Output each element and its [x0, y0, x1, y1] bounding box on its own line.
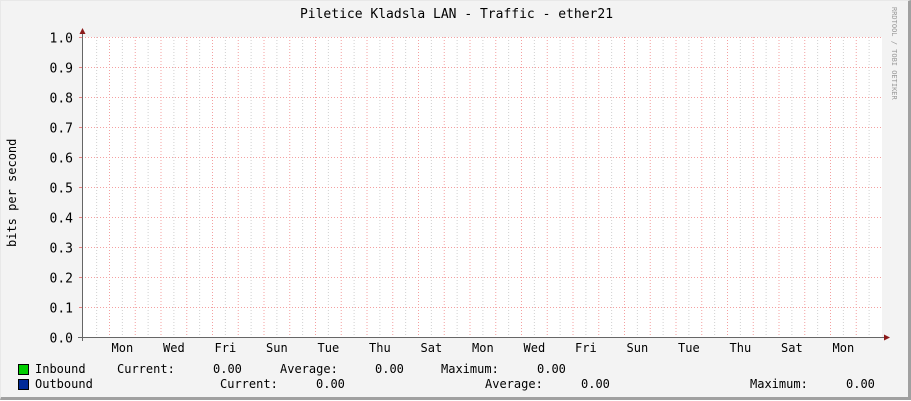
y-tick-label: 0.9 [50, 62, 73, 77]
y-axis-label: bits per second [5, 138, 19, 247]
x-tick-label: Tue [318, 341, 340, 355]
x-tick-label: Sat [421, 341, 443, 355]
y-axis-arrow [79, 28, 86, 34]
x-tick-label: Wed [524, 341, 546, 355]
y-tick-label: 0.8 [50, 92, 73, 107]
y-tick-label: 0.5 [50, 182, 73, 197]
outbound-average-label: Average: [485, 377, 543, 391]
x-tick-label: Sun [627, 341, 649, 355]
outbound-current: 0.00 [316, 377, 345, 391]
outbound-swatch [18, 379, 29, 390]
inbound-maximum: 0.00 [537, 362, 566, 376]
x-tick-label: Fri [215, 341, 237, 355]
x-tick-label: Sat [781, 341, 803, 355]
y-tick-label: 0.3 [50, 242, 73, 257]
chart-title: Piletice Kladsla LAN - Traffic - ether21 [299, 7, 614, 22]
x-tick-label: Mon [472, 341, 494, 355]
y-tick-label: 0.7 [50, 122, 73, 137]
inbound-current-label: Current: [117, 362, 175, 376]
inbound-average: 0.00 [375, 362, 404, 376]
y-tick-label: 0.1 [50, 302, 73, 317]
inbound-maximum-label: Maximum: [441, 362, 499, 376]
x-tick-label: Thu [369, 341, 391, 355]
x-axis-arrow [884, 334, 890, 341]
x-tick-label: Mon [112, 341, 134, 355]
x-tick-label: Mon [833, 341, 855, 355]
outbound-current-label: Current: [220, 377, 278, 391]
y-tick-label: 0.6 [50, 152, 73, 167]
outbound-label: Outbound [35, 377, 93, 391]
x-tick-label: Thu [730, 341, 752, 355]
outbound-average: 0.00 [581, 377, 610, 391]
inbound-current: 0.00 [213, 362, 242, 376]
x-tick-label: Fri [575, 341, 597, 355]
inbound-label: Inbound [35, 362, 86, 376]
inbound-average-label: Average: [280, 362, 338, 376]
outbound-maximum-label: Maximum: [750, 377, 808, 391]
outbound-maximum: 0.00 [846, 377, 875, 391]
y-tick-label: 0.2 [50, 272, 73, 287]
inbound-swatch [18, 364, 29, 375]
x-tick-label: Tue [678, 341, 700, 355]
y-tick-label: 0.4 [50, 212, 74, 227]
y-tick-label: 1.0 [50, 32, 73, 47]
y-tick-label: 0.0 [50, 332, 73, 347]
x-tick-label: Sun [266, 341, 288, 355]
x-tick-label: Wed [163, 341, 185, 355]
watermark: RRDTOOL / TOBI OETIKER [890, 7, 898, 100]
